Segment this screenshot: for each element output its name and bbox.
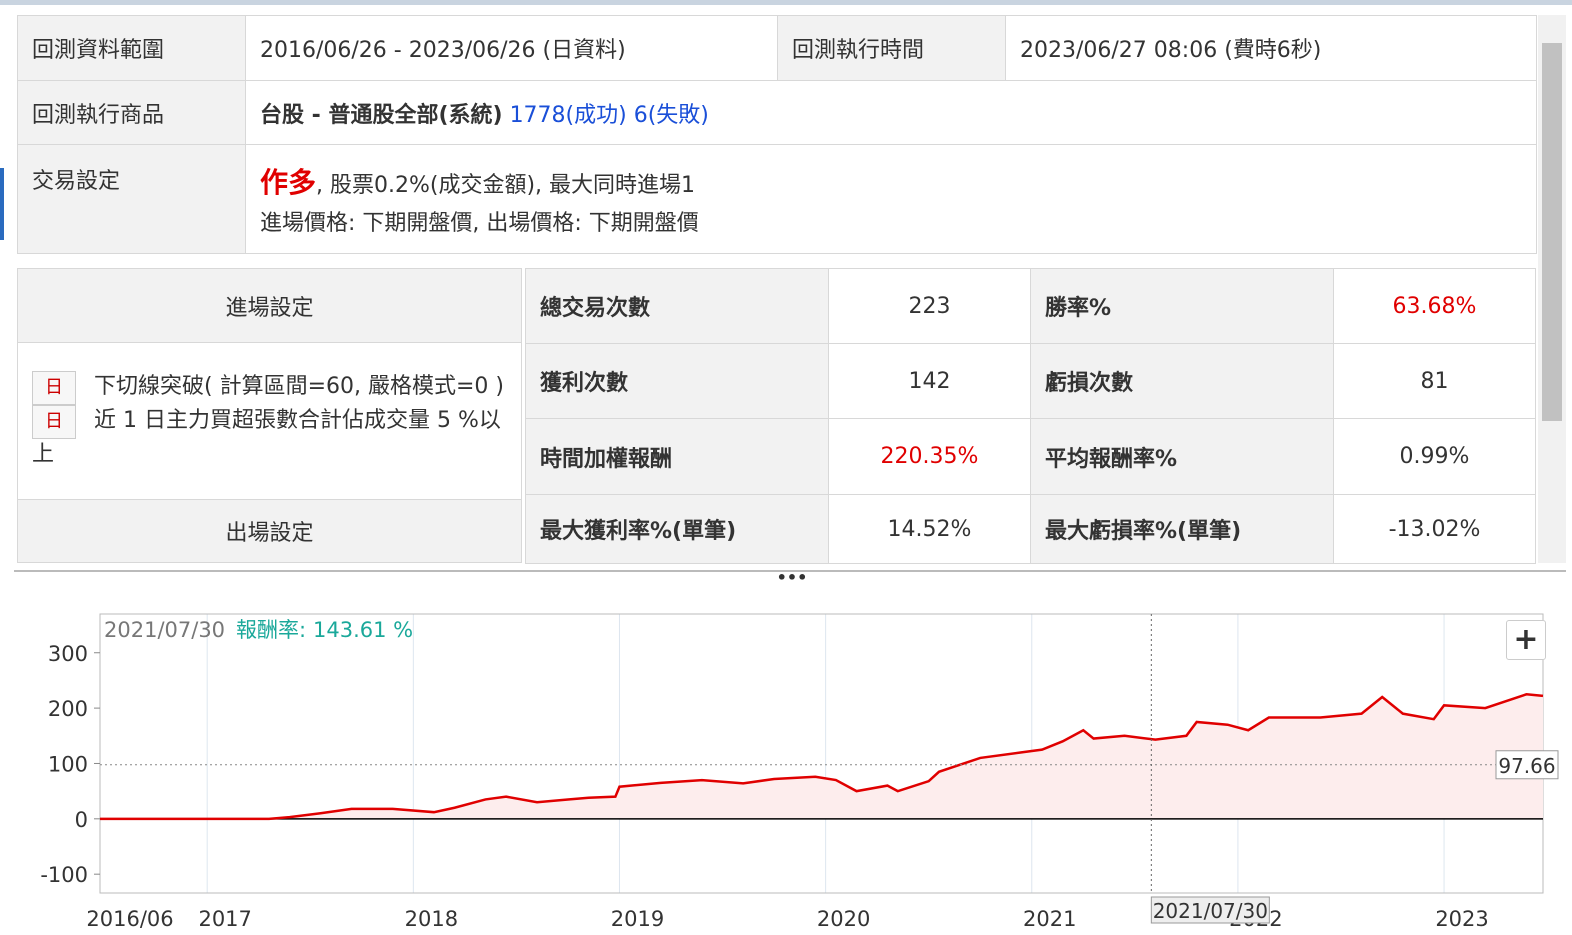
crosshair-label: 2021/07/30	[1153, 899, 1268, 923]
label-cell: 回測執行時間	[777, 15, 1006, 81]
success-count[interactable]: 1778(成功)	[509, 102, 627, 128]
crosshair-label-box	[1150, 896, 1270, 924]
stat-label: 最大獲利率%(單筆)	[525, 494, 829, 564]
y-tick-label: 300	[48, 642, 88, 666]
label-cell: 交易設定	[17, 144, 246, 254]
zoom-button[interactable]: +	[1506, 620, 1546, 660]
product: 台股 - 普通股全部(系統)	[260, 102, 503, 128]
scrollbar	[1538, 15, 1566, 563]
stat-label: 最大虧損率%(單筆)	[1030, 494, 1334, 564]
entry-conditions: 日下切線突破( 計算區間=60, 嚴格模式=0 ) 日近 1 日主力買超張數合計…	[17, 342, 522, 500]
reference-label: 97.66	[1498, 754, 1555, 778]
divider[interactable]	[14, 570, 1566, 572]
value-cell: 作多, 股票0.2%(成交金額), 最大同時進場1 進場價格: 下期開盤價, 出…	[245, 144, 1537, 254]
value-cell: 2016/06/26 - 2023/06/26 (日資料)	[245, 15, 778, 81]
y-tick-label: 200	[48, 697, 88, 721]
stat-label: 總交易次數	[525, 268, 829, 344]
stat-label: 平均報酬率%	[1030, 418, 1334, 495]
label-cell: 回測資料範圍	[17, 15, 246, 81]
stat-value: 63.68%	[1333, 268, 1536, 344]
x-tick-label: 2016/06	[86, 907, 173, 931]
tag: 日	[32, 371, 76, 405]
x-tick-label: 2021	[1023, 907, 1076, 931]
left-marker	[0, 168, 4, 240]
x-tick-label: 2020	[817, 907, 870, 931]
stat-value: 220.35%	[828, 418, 1031, 495]
x-tick-label: 2019	[611, 907, 664, 931]
stat-label: 獲利次數	[525, 343, 829, 419]
label-cell: 回測執行商品	[17, 80, 246, 145]
x-tick-label: 2023	[1435, 907, 1488, 931]
fail-count[interactable]: 6(失敗)	[633, 102, 709, 128]
tag: 日	[32, 405, 76, 439]
stat-value: -13.02%	[1333, 494, 1536, 564]
top-bar	[0, 0, 1572, 5]
condition: 下切線突破( 計算區間=60, 嚴格模式=0 )	[94, 374, 504, 399]
chart: 2016/062017201820192020202120222023-1000…	[40, 613, 1559, 931]
tooltip-label: 報酬率:	[236, 618, 306, 642]
divider-handle[interactable]: •••	[776, 568, 808, 587]
stat-value: 223	[828, 268, 1031, 344]
y-tick-label: 100	[48, 752, 88, 776]
value-cell: 2023/06/27 08:06 (費時6秒)	[1005, 15, 1537, 81]
trade-text: , 股票0.2%(成交金額), 最大同時進場1	[316, 173, 696, 198]
x-tick-label: 2018	[405, 907, 458, 931]
stat-label: 時間加權報酬	[525, 418, 829, 495]
stat-value: 0.99%	[1333, 418, 1536, 495]
scroll-thumb[interactable]	[1542, 43, 1562, 421]
stat-label: 勝率%	[1030, 268, 1334, 344]
reference-label-box	[1495, 750, 1559, 780]
stat-value: 14.52%	[828, 494, 1031, 564]
area	[100, 694, 1543, 819]
tooltip-date: 2021/07/30	[104, 618, 225, 642]
value-cell: 台股 - 普通股全部(系統) 1778(成功) 6(失敗)	[245, 80, 1537, 145]
trade-text: 進場價格: 下期開盤價, 出場價格: 下期開盤價	[260, 211, 699, 236]
direction: 作多	[260, 166, 317, 199]
condition: 近 1 日主力買超張數合計佔成交量 5 %以上	[32, 408, 501, 467]
stat-value: 81	[1333, 343, 1536, 419]
entry-title: 進場設定	[17, 268, 522, 343]
y-tick-label: 0	[75, 808, 88, 832]
x-tick-label: 2017	[198, 907, 251, 931]
exit-title: 出場設定	[17, 499, 522, 563]
y-tick-label: -100	[40, 863, 88, 887]
stat-value: 142	[828, 343, 1031, 419]
line	[100, 692, 1544, 821]
stat-label: 虧損次數	[1030, 343, 1334, 419]
tooltip-value: 143.61 %	[313, 618, 413, 642]
